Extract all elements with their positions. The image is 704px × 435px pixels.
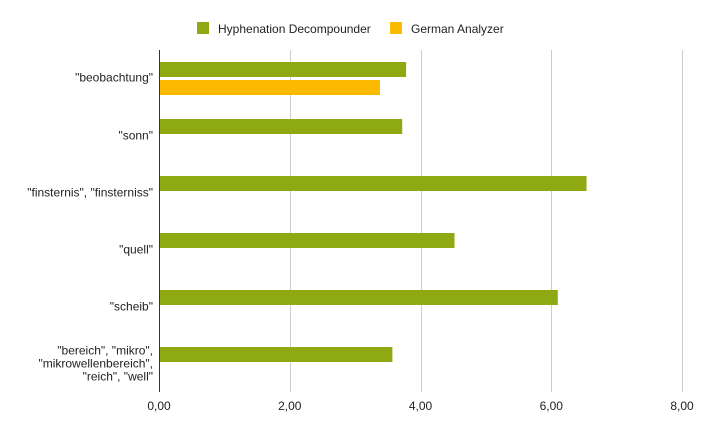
category-label: "finsternis", "finsterniss" [27,186,153,200]
category-label: "beobachtung" [75,71,153,85]
bar-hyphenation-decompounder [160,119,403,134]
x-tick-label: 0,00 [147,399,171,413]
bar-hyphenation-decompounder [160,176,587,191]
x-tick-label: 4,00 [409,399,433,413]
bar-hyphenation-decompounder [160,347,393,362]
x-tick-label: 2,00 [278,399,302,413]
category-label-line: "scheib" [110,300,153,314]
category-label: "sonn" [118,129,153,143]
bar-german-analyzer [160,80,380,95]
category-label-line: "quell" [119,243,153,257]
category-labels: "beobachtung" "sonn" "finsternis", "finste… [27,71,153,384]
legend-german-analyzer-swatch [390,22,402,34]
legend-german-analyzer-label: German Analyzer [411,22,504,36]
category-label-line: "bereich", "mikro", [57,344,153,358]
gridlines [290,50,683,392]
legend: Hyphenation Decompounder German Analyzer [197,22,504,36]
category-label-line: "reich", "well" [83,370,153,384]
bar-hyphenation-decompounder [160,233,455,248]
x-tick-label: 6,00 [540,399,564,413]
x-tick-label: 8,00 [670,399,694,413]
category-label: "bereich", "mikro", "mikrowellenbereich",… [38,344,153,384]
category-label-line: "mikrowellenbereich", [38,357,153,371]
category-label-line: "finsternis", "finsterniss" [27,186,153,200]
bar-hyphenation-decompounder [160,290,558,305]
legend-hyphenation-decompounder-label: Hyphenation Decompounder [218,22,371,36]
category-label: "scheib" [110,300,153,314]
bars [160,62,587,362]
category-label: "quell" [119,243,153,257]
category-label-line: "sonn" [118,129,153,143]
bar-hyphenation-decompounder [160,62,407,77]
category-label-line: "beobachtung" [75,71,153,85]
x-axis-tick-labels: 0,00 2,00 4,00 6,00 8,00 [147,399,694,413]
legend-hyphenation-decompounder-swatch [197,22,209,34]
